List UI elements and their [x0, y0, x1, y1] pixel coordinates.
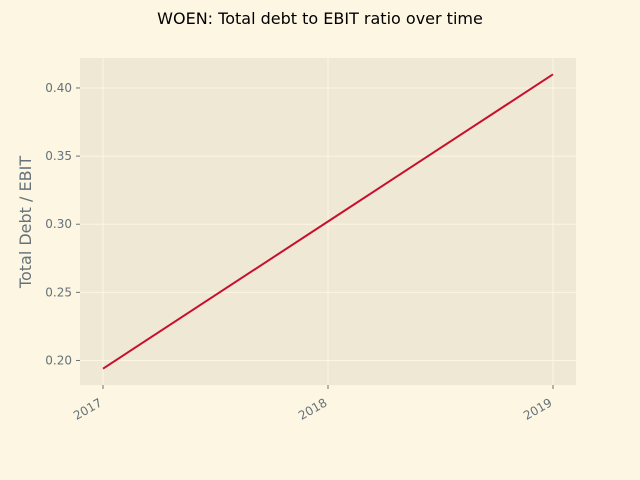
y-tick-label: 0.20	[45, 353, 72, 367]
y-axis-label: Total Debt / EBIT	[16, 156, 35, 289]
y-tick-label: 0.35	[45, 149, 72, 163]
y-tick-label: 0.25	[45, 285, 72, 299]
y-tick-label: 0.30	[45, 217, 72, 231]
series-line	[102, 73, 554, 370]
series	[102, 73, 554, 370]
y-tick-label: 0.40	[45, 81, 72, 95]
chart-title: WOEN: Total debt to EBIT ratio over time	[157, 9, 483, 28]
